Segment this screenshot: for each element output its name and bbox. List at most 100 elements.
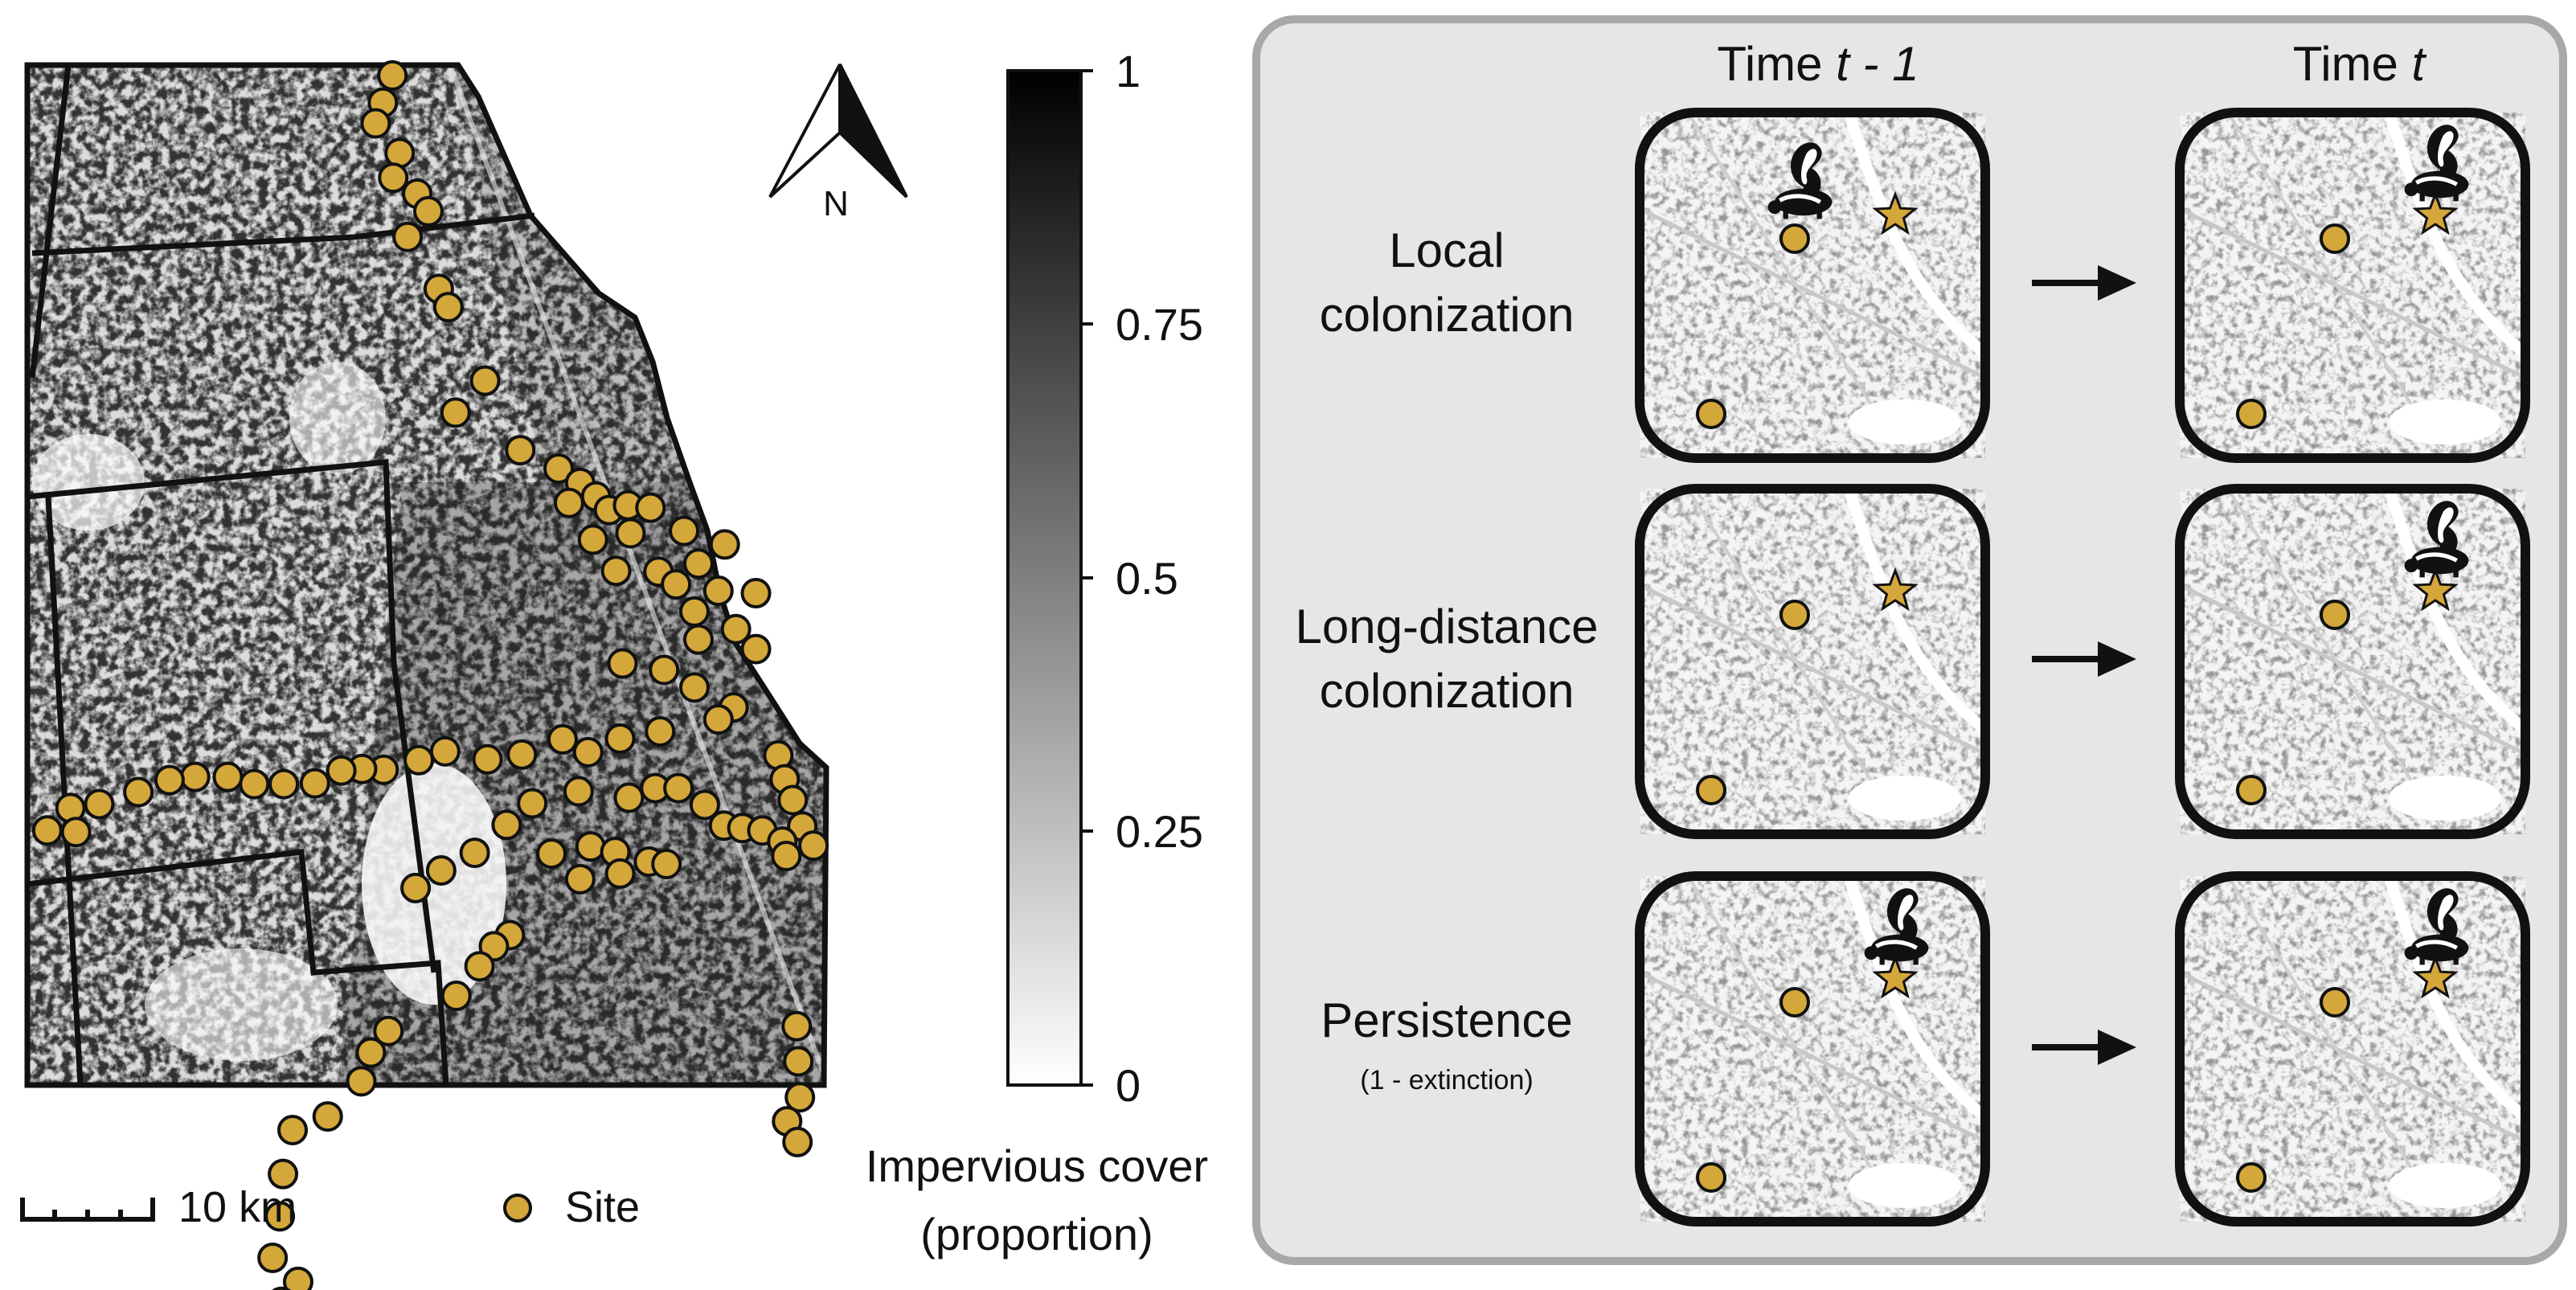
site-marker — [682, 624, 714, 655]
site-marker — [798, 830, 829, 862]
column-header-current: Time t — [2293, 37, 2427, 91]
site-marker — [212, 761, 244, 792]
county-line — [29, 64, 72, 379]
site-marker — [154, 764, 185, 796]
row-label-persistence-note: (1 - extinction) — [1360, 1065, 1533, 1095]
site-marker — [604, 858, 636, 889]
colorbar-tick-label: 0.75 — [1116, 299, 1203, 350]
row-label-long-distance: Long-distance — [1296, 600, 1599, 653]
row-label-local-2: colonization — [1320, 288, 1575, 342]
site-marker — [277, 1115, 309, 1146]
legend-site-marker — [503, 1194, 532, 1222]
transition-arrow — [2032, 265, 2136, 301]
site-marker — [682, 548, 714, 579]
site-marker — [2236, 399, 2267, 429]
site-marker — [771, 841, 802, 872]
site-marker — [179, 761, 211, 792]
site-marker — [2320, 987, 2350, 1018]
colorbar-tick-label: 0 — [1116, 1060, 1141, 1111]
site-marker — [543, 453, 575, 484]
colorbar-title-units: (proportion) — [920, 1209, 1153, 1259]
site-marker — [645, 715, 676, 747]
site-marker — [403, 744, 435, 776]
site-marker — [783, 1046, 814, 1077]
north-arrow: N — [768, 63, 908, 223]
site-marker — [613, 782, 645, 813]
site-marker — [1779, 987, 1810, 1018]
site-marker — [547, 723, 578, 755]
site-marker — [429, 735, 461, 767]
site-marker — [709, 529, 740, 560]
star-marker — [1872, 190, 1919, 235]
site-marker — [392, 221, 424, 252]
site-marker — [123, 776, 154, 808]
legend-label: Site — [565, 1183, 640, 1231]
site-marker — [469, 365, 501, 396]
site-marker — [60, 817, 92, 848]
site-marker — [400, 872, 432, 903]
mini-map — [1640, 876, 1985, 1222]
mini-map — [2180, 489, 2525, 834]
site-marker — [432, 292, 464, 323]
colorbar-tick-label: 1 — [1116, 46, 1141, 96]
site-marker — [1696, 775, 1726, 805]
site-marker — [782, 1126, 813, 1157]
site-marker — [720, 613, 752, 645]
site-marker — [2236, 1162, 2267, 1193]
county-line — [31, 212, 535, 256]
mini-maps — [1640, 113, 2525, 1222]
site-marker — [669, 515, 700, 547]
site-marker — [615, 518, 646, 549]
site-marker — [564, 863, 596, 895]
site-marker — [575, 831, 606, 862]
north-label: N — [823, 184, 849, 223]
row-label-long-distance-2: colonization — [1320, 664, 1575, 718]
mini-map — [2180, 876, 2525, 1222]
site-marker — [2320, 600, 2350, 630]
colorbar: 1 0.75 0.5 0.25 0 Impervious cover (prop… — [866, 46, 1208, 1259]
legend: Site — [503, 1183, 640, 1231]
site-marker — [651, 849, 682, 879]
site-marker — [663, 772, 694, 804]
site-marker — [377, 59, 408, 91]
star-marker — [2412, 190, 2459, 235]
mini-map — [1640, 489, 1985, 834]
scale-label: 10 km — [178, 1183, 297, 1231]
site-marker — [536, 838, 567, 870]
scale-bar: 10 km — [20, 1183, 297, 1231]
site-marker — [299, 768, 330, 799]
map-boundary — [24, 62, 829, 1088]
site-marker — [440, 981, 472, 1012]
site-marker — [2236, 775, 2267, 805]
site-marker — [459, 837, 490, 869]
site-marker — [506, 739, 538, 770]
site-marker — [517, 788, 548, 819]
mini-map — [1640, 113, 1985, 458]
colorbar-ticks: 1 0.75 0.5 0.25 0 — [1081, 46, 1203, 1111]
site-marker — [702, 704, 734, 735]
site-marker — [784, 1082, 816, 1113]
site-marker — [264, 1201, 296, 1232]
site-marker — [346, 1066, 377, 1097]
site-marker — [661, 569, 692, 600]
site-marker — [689, 789, 720, 821]
site-marker — [373, 1015, 404, 1046]
county-line — [45, 496, 84, 1086]
site-marker — [412, 195, 444, 227]
site-marker — [604, 723, 636, 754]
site-marker — [239, 768, 270, 800]
star-marker — [2412, 954, 2459, 999]
site-marker — [312, 1101, 343, 1132]
site-marker — [257, 1243, 289, 1274]
site-marker — [1779, 600, 1810, 630]
site-marker — [649, 654, 680, 686]
impervious-cover-map — [24, 59, 829, 1290]
site-marker — [360, 108, 391, 139]
site-marker — [635, 492, 666, 523]
site-marker — [272, 1286, 292, 1290]
site-marker — [678, 672, 710, 703]
star-marker — [2412, 567, 2459, 612]
site-marker — [2320, 223, 2350, 254]
site-marker — [572, 736, 604, 768]
